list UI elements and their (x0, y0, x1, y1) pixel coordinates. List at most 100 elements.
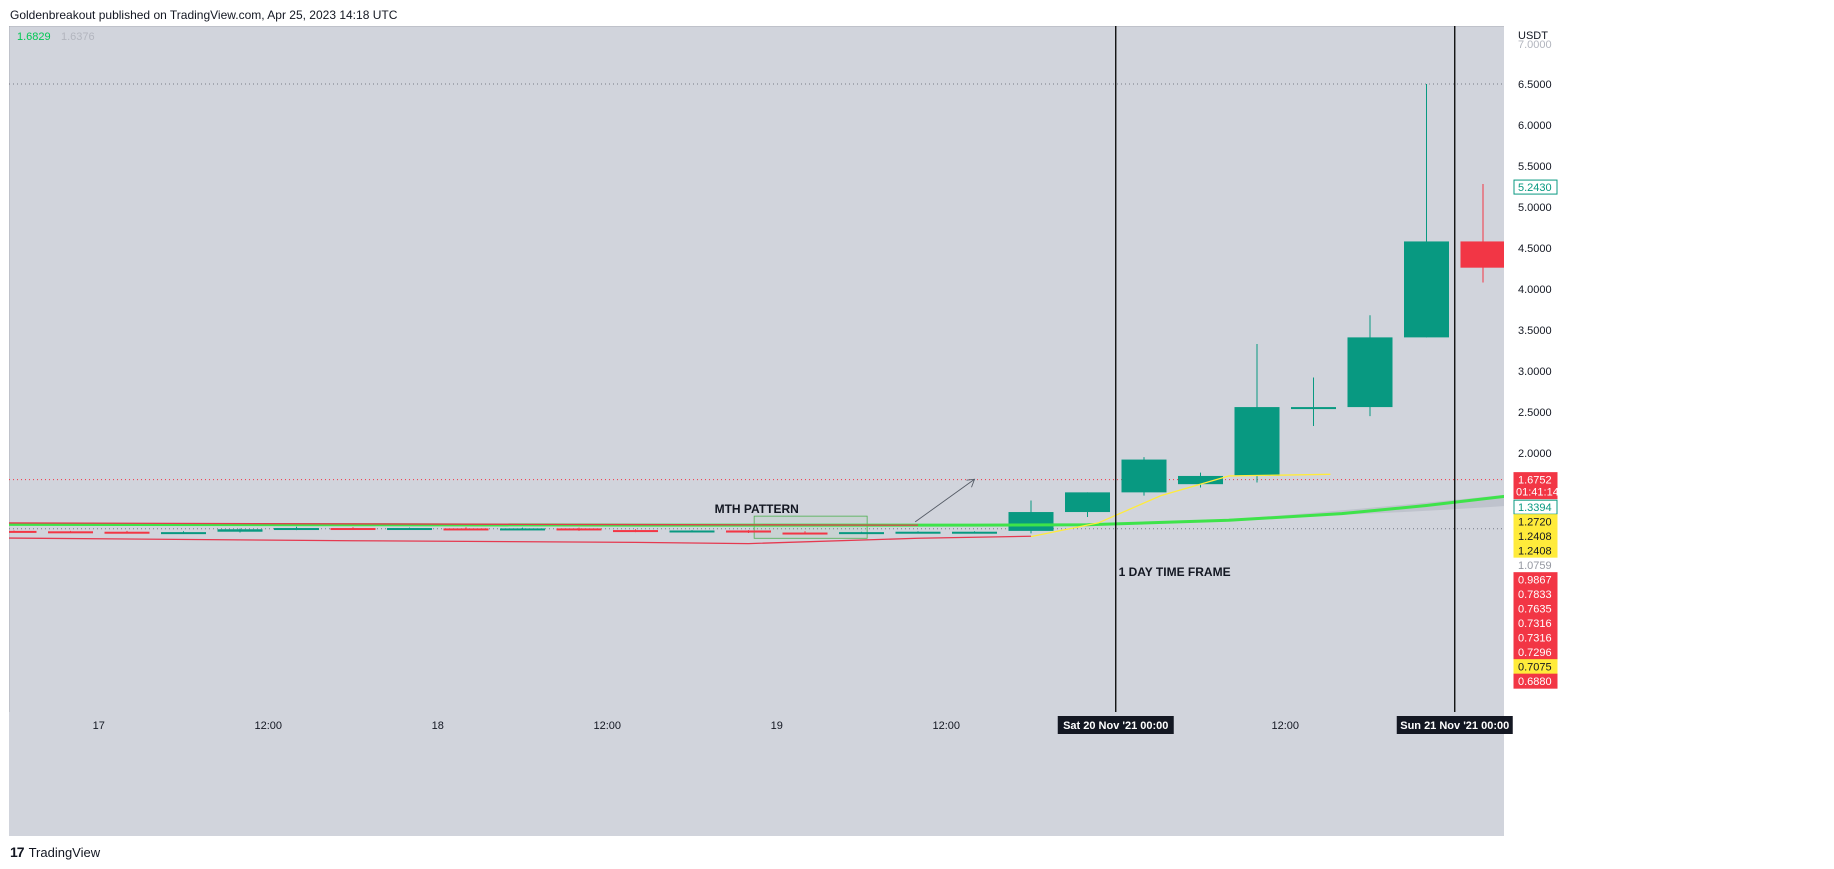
price-tag: 0.9867 (1513, 572, 1558, 588)
price-tag: 1.0759 (1513, 557, 1558, 573)
chart-area[interactable]: MTH PATTERN 1 DAY TIME FRAME USDT 7.0000 6.… (9, 26, 1834, 836)
candle (669, 530, 715, 533)
x-tick-label: 12:00 (254, 720, 282, 732)
tradingview-logo-icon: 17 (10, 844, 25, 860)
tradingview-logo-text: TradingView (28, 844, 101, 860)
price-tag-label: 0.7635 (1518, 604, 1552, 616)
x-tick-label: Sun 21 Nov '21 00:00 (1400, 720, 1509, 732)
annotation-mth-pattern: MTH PATTERN (715, 502, 799, 516)
candle-body (1404, 241, 1449, 338)
candle (556, 527, 602, 531)
pattern-box-layer (753, 515, 868, 539)
candle-body (161, 532, 206, 535)
time-axis-highlight (1057, 716, 1174, 734)
price-tag: 0.7316 (1513, 615, 1558, 631)
candle-body (104, 531, 150, 534)
y-tick-label: 3.5000 (1518, 325, 1552, 337)
price-tag-label: 1.6752 (1518, 475, 1552, 487)
price-tag: 1.3394 (1513, 499, 1558, 515)
candle-body (500, 528, 545, 531)
candle (330, 527, 376, 531)
y-tick-label: 4.0000 (1518, 284, 1552, 296)
candle-body (839, 532, 884, 535)
y-tick-label: 3.0000 (1518, 366, 1552, 378)
moving-average-yellow (1030, 473, 1331, 538)
price-tag-label: 5.2430 (1518, 182, 1552, 194)
time-axis-highlight (1396, 716, 1513, 734)
price-tag-label: 0.7316 (1518, 633, 1552, 645)
candle (1460, 184, 1506, 283)
price-tag-countdown: 01:41:14 (1516, 487, 1559, 499)
vertical-markers (1115, 26, 1456, 712)
price-tag-label: 0.7296 (1518, 647, 1552, 659)
candle-body (443, 528, 489, 531)
price-tag-box (1513, 179, 1558, 195)
candle-body (1460, 241, 1506, 268)
y-tick-label: 4.5000 (1518, 243, 1552, 255)
ohlc-legend: 1.6829 1.6376 (17, 31, 95, 43)
candle-body (1121, 459, 1167, 493)
arrow-head (966, 478, 976, 488)
y-tick-label: 6.5000 (1518, 79, 1552, 91)
tradingview-logo[interactable]: 17 TradingView (10, 844, 100, 860)
candle (1234, 343, 1280, 483)
candle (782, 531, 828, 535)
candle (1291, 377, 1336, 426)
candle-body (48, 531, 93, 534)
candle-body (274, 528, 319, 531)
price-tag-label: 0.7075 (1518, 662, 1552, 674)
candle-body (9, 530, 37, 533)
candle (500, 527, 545, 531)
trendline (9, 522, 919, 526)
price-tag-label: 1.2720 (1518, 517, 1552, 529)
price-tag-label: 1.2408 (1518, 546, 1552, 558)
price-tag: 5.2430 (1513, 179, 1558, 195)
candle (895, 531, 941, 534)
candle (161, 531, 206, 535)
price-tag-label: 0.7833 (1518, 589, 1552, 601)
price-tag: 0.7296 (1513, 644, 1558, 660)
candle (387, 527, 432, 531)
arrow-line (914, 478, 975, 523)
y-tick-label: 6.0000 (1518, 120, 1552, 132)
candle (613, 529, 658, 533)
candle-body (556, 528, 602, 531)
price-tag: 1.2720 (1513, 514, 1558, 530)
x-tick-label: Sat 20 Nov '21 00:00 (1063, 720, 1168, 732)
price-tag: 0.7635 (1513, 601, 1558, 617)
mth-pattern-box (753, 515, 868, 539)
price-tag-label: 0.6880 (1518, 676, 1552, 688)
candle-body (1065, 492, 1110, 513)
y-tick-label: 5.5000 (1518, 161, 1552, 173)
candle-body (782, 532, 828, 535)
price-tag-label: 1.0759 (1518, 560, 1552, 572)
candle (217, 528, 263, 533)
candles (9, 84, 1562, 535)
candle-body (613, 530, 658, 533)
candle-body (1008, 512, 1054, 531)
price-tag-label: 1.2408 (1518, 531, 1552, 543)
x-tick-label: 18 (432, 720, 444, 732)
candle-body (669, 530, 715, 533)
candle-body (387, 528, 432, 531)
candle (104, 530, 150, 534)
price-tag: 0.7833 (1513, 586, 1558, 602)
x-axis[interactable]: 17 12:00 18 12:00 19 12:00 Sat 20 Nov '21 00:0… (9, 712, 1513, 836)
x-tick-label: 12:00 (1271, 720, 1299, 732)
candle (1347, 315, 1393, 417)
candle (726, 530, 771, 533)
y-tick-label: 2.5000 (1518, 407, 1552, 419)
y-tick-partial: 7.0000 (1518, 39, 1552, 51)
price-tag: 1.2408 (1513, 543, 1558, 559)
y-tick-label: 5.0000 (1518, 202, 1552, 214)
candle (443, 527, 489, 531)
price-tag: 0.7075 (1513, 659, 1558, 675)
candle (839, 531, 884, 535)
moving-averages (9, 473, 1608, 545)
candle (9, 530, 37, 533)
x-tick-label: 12:00 (932, 720, 960, 732)
price-tag: 1.2408 (1513, 528, 1558, 544)
